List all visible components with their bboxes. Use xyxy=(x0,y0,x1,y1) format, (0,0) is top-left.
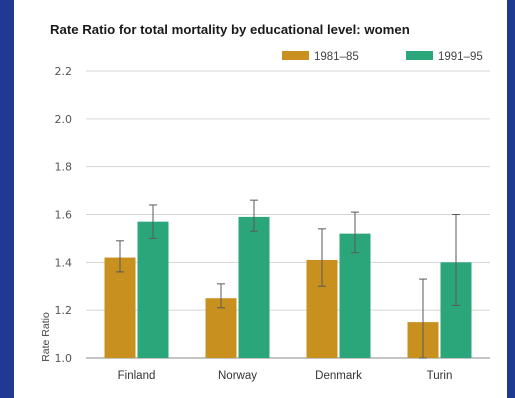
x-tick-label: Denmark xyxy=(315,370,362,382)
bar xyxy=(339,233,371,358)
legend-label: 1981–85 xyxy=(314,51,359,63)
y-tick-label: 2.2 xyxy=(55,65,73,78)
bar xyxy=(137,221,169,358)
y-tick-label: 1.0 xyxy=(55,352,73,365)
x-tick-label: Turin xyxy=(427,370,453,382)
y-tick-label: 1.4 xyxy=(55,256,73,269)
y-tick-label: 1.2 xyxy=(55,304,73,317)
y-tick-label: 1.8 xyxy=(55,161,73,174)
legend-label: 1991–95 xyxy=(438,51,483,63)
y-tick-label: 1.6 xyxy=(55,209,73,222)
y-tick-label: 2.0 xyxy=(55,113,73,126)
bar xyxy=(104,257,136,358)
x-tick-label: Finland xyxy=(118,370,156,382)
legend-swatch xyxy=(406,51,433,60)
bar xyxy=(238,216,270,358)
legend-swatch xyxy=(282,51,309,60)
chart-title: Rate Ratio for total mortality by educat… xyxy=(50,22,410,37)
x-tick-label: Norway xyxy=(218,370,257,382)
y-axis-label: Rate Ratio xyxy=(40,312,52,362)
